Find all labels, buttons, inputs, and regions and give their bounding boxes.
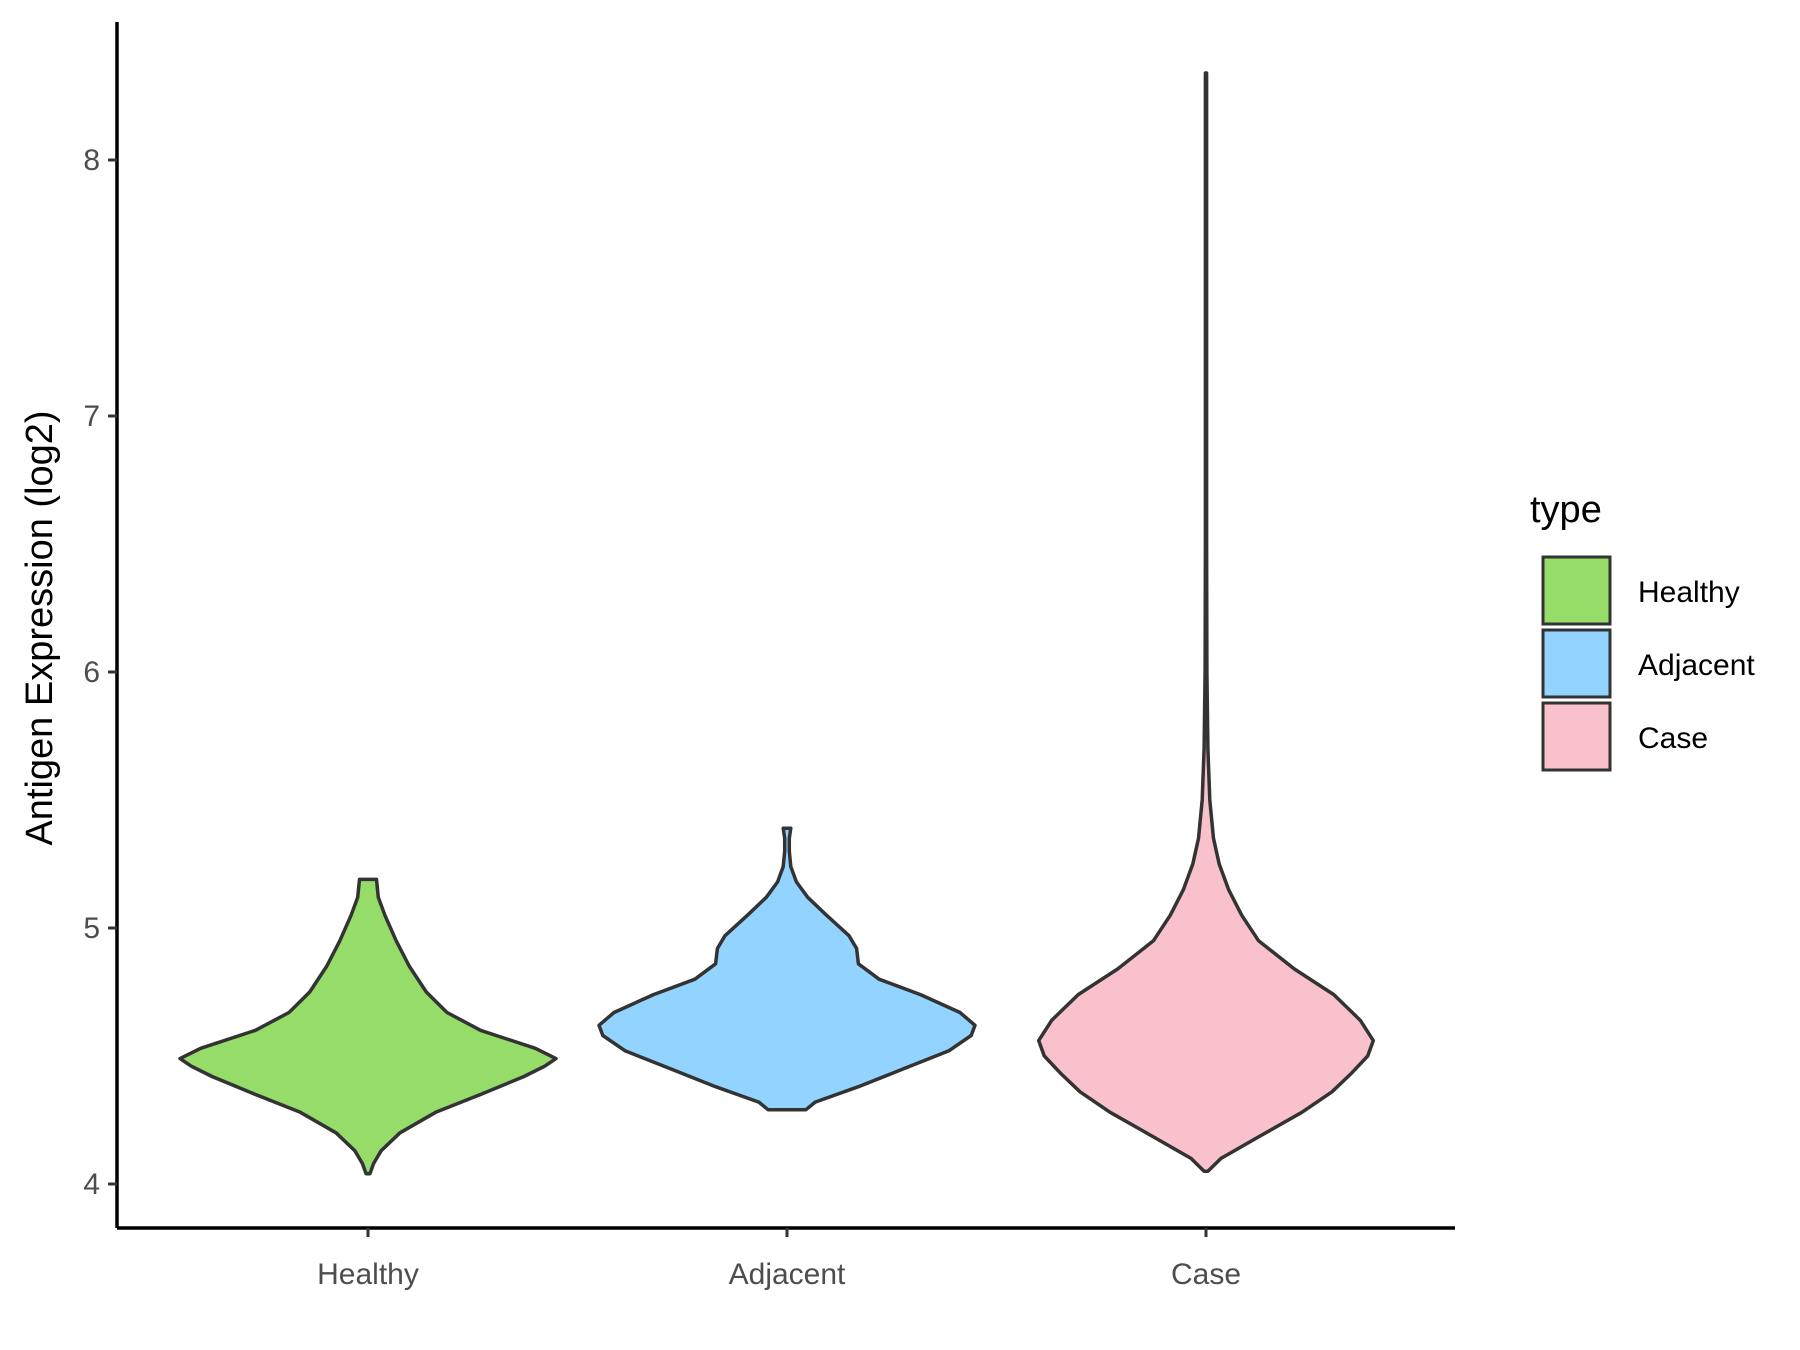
y-axis-title: Antigen Expression (log2) bbox=[19, 410, 61, 845]
legend-key-adjacent bbox=[1541, 628, 1612, 699]
axes: 4 5 6 7 8 Healthy Adjacent Case bbox=[83, 22, 1455, 1291]
x-tick-label: Healthy bbox=[317, 1258, 419, 1291]
x-tick-label: Adjacent bbox=[729, 1258, 846, 1291]
y-tick-label: 5 bbox=[83, 912, 100, 945]
x-tick-label: Case bbox=[1171, 1258, 1241, 1291]
legend-label-case: Case bbox=[1638, 722, 1708, 755]
violin-healthy bbox=[178, 877, 558, 1176]
violin-layer bbox=[178, 71, 1376, 1176]
legend-label-adjacent: Adjacent bbox=[1638, 649, 1755, 682]
legend-label-healthy: Healthy bbox=[1638, 576, 1740, 609]
legend-title: type bbox=[1530, 489, 1602, 531]
y-tick-label: 7 bbox=[83, 400, 100, 433]
y-tick-label: 4 bbox=[83, 1168, 100, 1201]
violin-case bbox=[1036, 71, 1376, 1173]
legend: type Healthy Adjacent Case bbox=[1530, 489, 1755, 772]
violin-adjacent bbox=[597, 826, 977, 1112]
y-tick-label: 6 bbox=[83, 656, 100, 689]
legend-key-healthy bbox=[1541, 555, 1612, 626]
legend-key-case bbox=[1541, 701, 1612, 772]
y-tick-label: 8 bbox=[83, 144, 100, 177]
